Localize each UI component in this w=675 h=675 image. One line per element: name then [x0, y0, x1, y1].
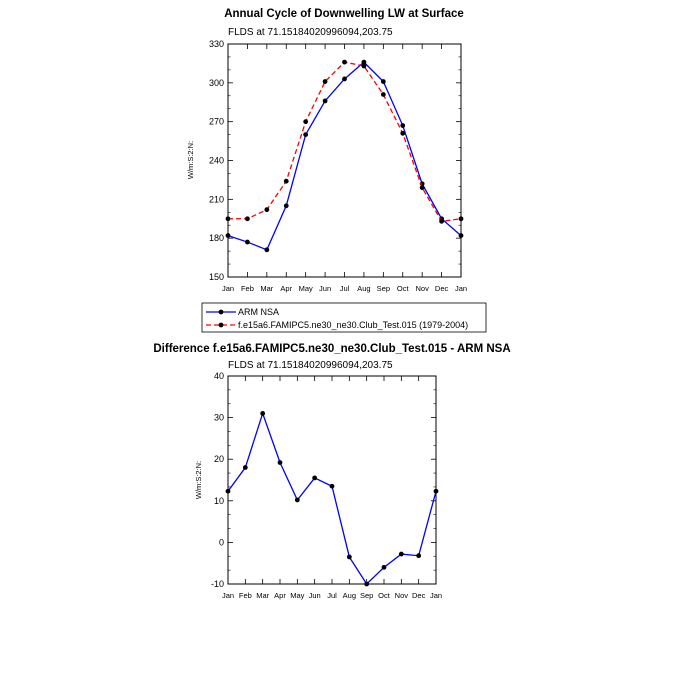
- chart2-title: Difference f.e15a6.FAMIPC5.ne30_ne30.Clu…: [153, 343, 510, 355]
- chart1-xtick-label: May: [290, 591, 304, 600]
- chart0-series-1-point: [439, 218, 444, 224]
- chart1-legend: ARM NSA f.e15a6.FAMIPC5.ne30_ne30.Club_T…: [201, 302, 487, 333]
- legend-label-arm-nsa: ARM NSA: [238, 307, 279, 317]
- chart0-series-1-point: [380, 92, 386, 97]
- chart0-xtick-label: Sep: [377, 284, 390, 293]
- legend-marker-model: [218, 322, 224, 328]
- chart0-series-1-point: [283, 178, 289, 184]
- chart0-series-0-point: [303, 132, 309, 138]
- chart1-xtick-label: Dec: [412, 591, 426, 600]
- chart0-series-0-point: [283, 203, 289, 209]
- chart1-xtick-label: Mar: [256, 591, 269, 600]
- chart0-series-0-point: [342, 76, 347, 82]
- chart0-series-1-point: [400, 130, 406, 136]
- chart1-series-0-point: [381, 564, 387, 570]
- legend-label-model: f.e15a6.FAMIPC5.ne30_ne30.Club_Test.015 …: [238, 320, 468, 330]
- chart0-series-0-point: [458, 233, 464, 238]
- chart0-series-1-point: [245, 216, 250, 222]
- chart1-xtick-label: Jan: [222, 591, 234, 600]
- chart0-xtick-label: Oct: [397, 284, 410, 293]
- chart0-series-1-point: [322, 79, 328, 84]
- chart0-series-0-point: [225, 233, 231, 238]
- chart1-series-0-point: [260, 411, 266, 416]
- chart1-xtick-label: Oct: [378, 591, 391, 600]
- chart0-xtick-label: Jun: [319, 284, 331, 293]
- chart1-title: Annual Cycle of Downwelling LW at Surfac…: [224, 8, 464, 20]
- chart0-xtick-label: Aug: [357, 284, 370, 293]
- chart0-series-0-point: [245, 239, 250, 245]
- chart0-ytick-label: 210: [209, 194, 224, 204]
- chart0-xtick-label: Jan: [222, 284, 234, 293]
- chart1-xtick-label: Sep: [360, 591, 373, 600]
- chart0-series-1-point: [303, 119, 309, 125]
- chart1-series-0-point: [294, 497, 300, 503]
- chart1-ytick-label: 10: [214, 496, 224, 506]
- chart0-series-1-point: [225, 216, 231, 222]
- chart0-xtick-label: May: [299, 284, 313, 293]
- chart0-series-0-point: [322, 98, 328, 104]
- chart1-subtitle: FLDS at 71.15184020996094,203.75: [228, 27, 393, 38]
- chart1-ytick-label: 20: [214, 454, 224, 464]
- chart0-series-1-point: [264, 207, 270, 213]
- chart0-xtick-label: Feb: [241, 284, 254, 293]
- chart1-xtick-label: Apr: [274, 591, 286, 600]
- chart1-series-0-point: [312, 475, 318, 481]
- chart0-series-0-point: [264, 247, 270, 253]
- chart1-xtick-label: Feb: [239, 591, 252, 600]
- chart1-series-0-point: [329, 483, 335, 489]
- chart2-subtitle: FLDS at 71.15184020996094,203.75: [228, 360, 393, 371]
- chart2-plot-area: -10 0 10 20 30 40 Jan Feb Mar Apr May Jun Jul Aug Sep O…: [211, 371, 442, 600]
- chart0-xtick-label: Jul: [340, 284, 350, 293]
- chart0-ytick-label: 180: [209, 233, 224, 243]
- chart1-series-0-point: [416, 553, 422, 559]
- chart0-series-line-0: [227, 61, 462, 251]
- chart1-plot-area: 150 180 210 240 270 300 330 Jan Feb Mar Apr May Jun J…: [209, 39, 467, 293]
- chart0-series-0-point: [361, 59, 367, 65]
- chart0-ytick-label: 270: [209, 117, 224, 127]
- chart0-xtick-label: Nov: [415, 284, 429, 293]
- chart1-series-0-point: [364, 581, 370, 587]
- legend-marker-arm-nsa: [218, 309, 224, 315]
- chart0-series-1-point: [361, 63, 367, 69]
- chart0-ytick-label: 330: [209, 39, 224, 49]
- chart1-series-0-point: [433, 488, 439, 494]
- chart0-series-0-point: [400, 123, 406, 128]
- chart0-xtick-label: Mar: [260, 284, 273, 293]
- chart1-ytick-label: 0: [219, 537, 224, 547]
- chart0-series-1-point: [342, 59, 347, 65]
- chart1-xtick-label: Jan: [430, 591, 442, 600]
- legend-box: [201, 302, 487, 333]
- chart1-frame: [227, 375, 437, 585]
- chart1-series-0-point: [225, 488, 231, 494]
- chart0-ytick-label: 150: [209, 272, 224, 282]
- chart0-xtick-label: Jan: [455, 284, 467, 293]
- chart1-xtick-label: Nov: [395, 591, 409, 600]
- chart1-series-0-point: [242, 465, 248, 470]
- chart1-xtick-label: Jun: [309, 591, 321, 600]
- chart2-ylabel: W/m:S:2:N:: [194, 461, 203, 499]
- chart0-ytick-label: 240: [209, 156, 224, 166]
- chart0-xtick-label: Dec: [435, 284, 449, 293]
- chart1-ytick-label: 40: [214, 371, 224, 381]
- chart1-ytick-label: -10: [211, 579, 224, 589]
- chart0-series-0-point: [380, 79, 386, 84]
- chart0-series-1-point: [458, 216, 464, 222]
- chart0-series-line-1: [228, 61, 462, 223]
- chart1-xtick-label: Jul: [327, 591, 337, 600]
- chart1-xtick-label: Aug: [343, 591, 356, 600]
- chart0-series-1-point: [419, 185, 425, 191]
- chart1-ytick-label: 30: [214, 413, 224, 423]
- chart1-ylabel: W/m:S:2:N:: [186, 141, 195, 179]
- chart1-series-line-0: [227, 411, 437, 586]
- chart1-series-0-point: [346, 554, 352, 560]
- chart1-series-0-point: [277, 460, 283, 465]
- chart0-ytick-label: 300: [209, 78, 224, 88]
- chart0-xtick-label: Apr: [280, 284, 292, 293]
- chart1-series-0-point: [398, 551, 404, 557]
